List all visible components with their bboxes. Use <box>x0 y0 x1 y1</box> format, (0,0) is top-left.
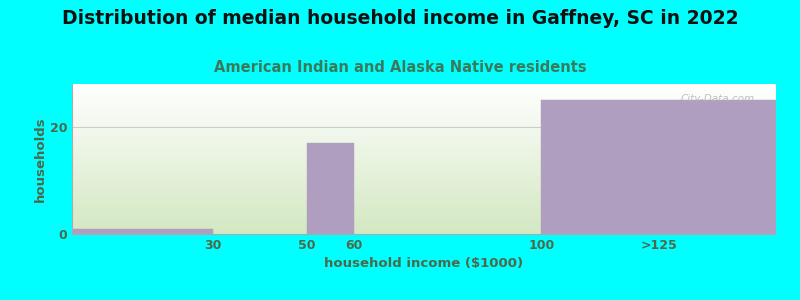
Y-axis label: households: households <box>34 116 47 202</box>
X-axis label: household income ($1000): household income ($1000) <box>325 257 523 270</box>
Text: Distribution of median household income in Gaffney, SC in 2022: Distribution of median household income … <box>62 9 738 28</box>
Bar <box>72 229 213 234</box>
Text: City-Data.com: City-Data.com <box>681 94 755 104</box>
Bar <box>306 143 354 234</box>
Bar <box>542 100 776 234</box>
Text: American Indian and Alaska Native residents: American Indian and Alaska Native reside… <box>214 60 586 75</box>
